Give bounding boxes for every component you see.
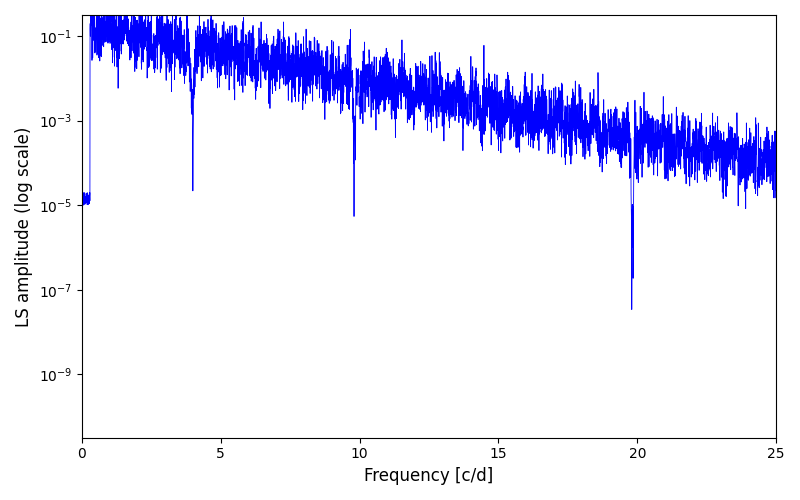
- Y-axis label: LS amplitude (log scale): LS amplitude (log scale): [15, 126, 33, 326]
- X-axis label: Frequency [c/d]: Frequency [c/d]: [364, 467, 494, 485]
